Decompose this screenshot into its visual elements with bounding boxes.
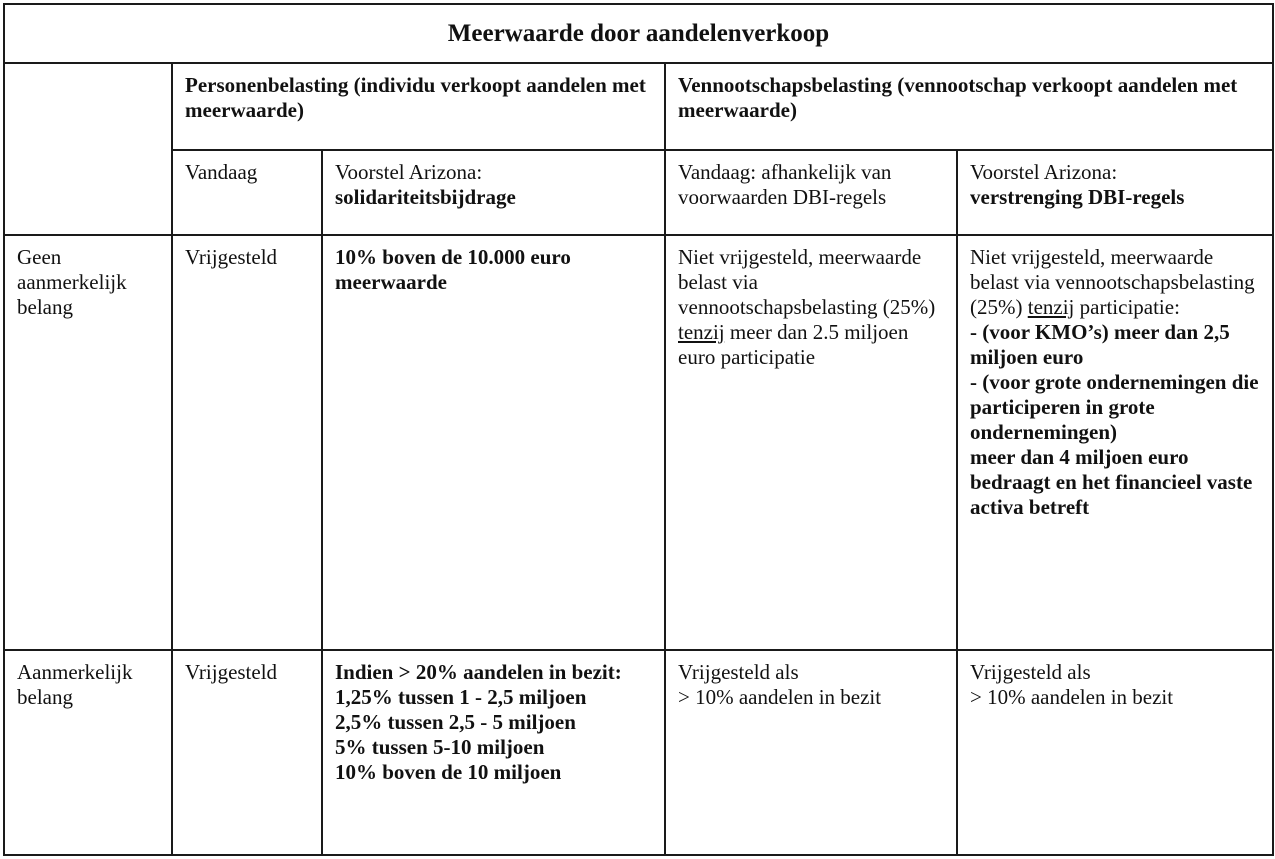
row-label: Geen aanmerkelijk belang xyxy=(3,234,173,651)
cell-text: meer dan 2.5 miljoen euro participatie xyxy=(678,320,909,369)
cell-text: 10% boven de 10.000 euro meerwaarde xyxy=(335,245,571,294)
subheader-v-today: Vandaag: afhankelijk van voorwaarden DBI… xyxy=(664,149,958,236)
empty-corner-cell xyxy=(3,62,173,236)
cell-line: Vrijgesteld als xyxy=(970,660,1091,684)
bold-line: - (voor grote ondernemingen die particip… xyxy=(970,370,1259,444)
bold-line: Indien > 20% aandelen in bezit: xyxy=(335,660,622,684)
underlined-text: tenzij xyxy=(678,320,725,344)
cell-p-today: Vrijgesteld xyxy=(171,649,323,856)
bold-line: - (voor KMO’s) meer dan 2,5 miljoen euro xyxy=(970,320,1230,369)
cell-line: > 10% aandelen in bezit xyxy=(970,685,1174,709)
cell-p-proposal: 10% boven de 10.000 euro meerwaarde xyxy=(321,234,666,651)
header-text: Personenbelasting (individu verkoopt aan… xyxy=(185,73,646,122)
subheader-p-proposal: Voorstel Arizona: solidariteitsbijdrage xyxy=(321,149,666,236)
table-row: Aanmerkelijk belang Vrijgesteld Indien >… xyxy=(3,649,1274,856)
subheader-prefix: Voorstel Arizona: xyxy=(335,160,483,184)
row-label: Aanmerkelijk belang xyxy=(3,649,173,856)
cell-v-today: Niet vrijgesteld, meerwaarde belast via … xyxy=(664,234,958,651)
bold-line: 5% tussen 5-10 miljoen xyxy=(335,735,545,759)
cell-line: > 10% aandelen in bezit xyxy=(678,685,882,709)
capital-gains-table: Meerwaarde door aandelenverkoop Personen… xyxy=(3,3,1274,856)
subheader-bold: solidariteitsbijdrage xyxy=(335,185,516,209)
bold-line: 10% boven de 10 miljoen xyxy=(335,760,562,784)
cell-p-today: Vrijgesteld xyxy=(171,234,323,651)
table-title: Meerwaarde door aandelenverkoop xyxy=(3,3,1274,64)
subheader-v-proposal: Voorstel Arizona: verstrenging DBI-regels xyxy=(956,149,1274,236)
cell-text: Niet vrijgesteld, meerwaarde belast via … xyxy=(678,245,936,319)
cell-v-proposal: Niet vrijgesteld, meerwaarde belast via … xyxy=(956,234,1274,651)
bold-line: 2,5% tussen 2,5 - 5 miljoen xyxy=(335,710,576,734)
table-row: Geen aanmerkelijk belang Vrijgesteld 10%… xyxy=(3,234,1274,651)
cell-v-proposal: Vrijgesteld als > 10% aandelen in bezit xyxy=(956,649,1274,856)
bold-line: meer dan 4 miljoen euro bedraagt en het … xyxy=(970,445,1253,519)
cell-p-proposal: Indien > 20% aandelen in bezit: 1,25% tus… xyxy=(321,649,666,856)
header-text: Vennootschapsbelasting (vennootschap ver… xyxy=(678,73,1238,122)
cell-text: participatie: xyxy=(1074,295,1180,319)
cell-v-today: Vrijgesteld als > 10% aandelen in bezit xyxy=(664,649,958,856)
subheader-prefix: Voorstel Arizona: xyxy=(970,160,1118,184)
subheader-p-today: Vandaag xyxy=(171,149,323,236)
underlined-text: tenzij xyxy=(1027,295,1075,319)
subheader-bold: verstrenging DBI-regels xyxy=(970,185,1185,209)
cell-line: Vrijgesteld als xyxy=(678,660,799,684)
header-vennootschapsbelasting: Vennootschapsbelasting (vennootschap ver… xyxy=(664,62,1274,151)
bold-line: 1,25% tussen 1 - 2,5 miljoen xyxy=(335,685,587,709)
header-personenbelasting: Personenbelasting (individu verkoopt aan… xyxy=(171,62,666,151)
cell-text: Niet vrijgesteld, meerwaarde belast via … xyxy=(970,245,1255,319)
